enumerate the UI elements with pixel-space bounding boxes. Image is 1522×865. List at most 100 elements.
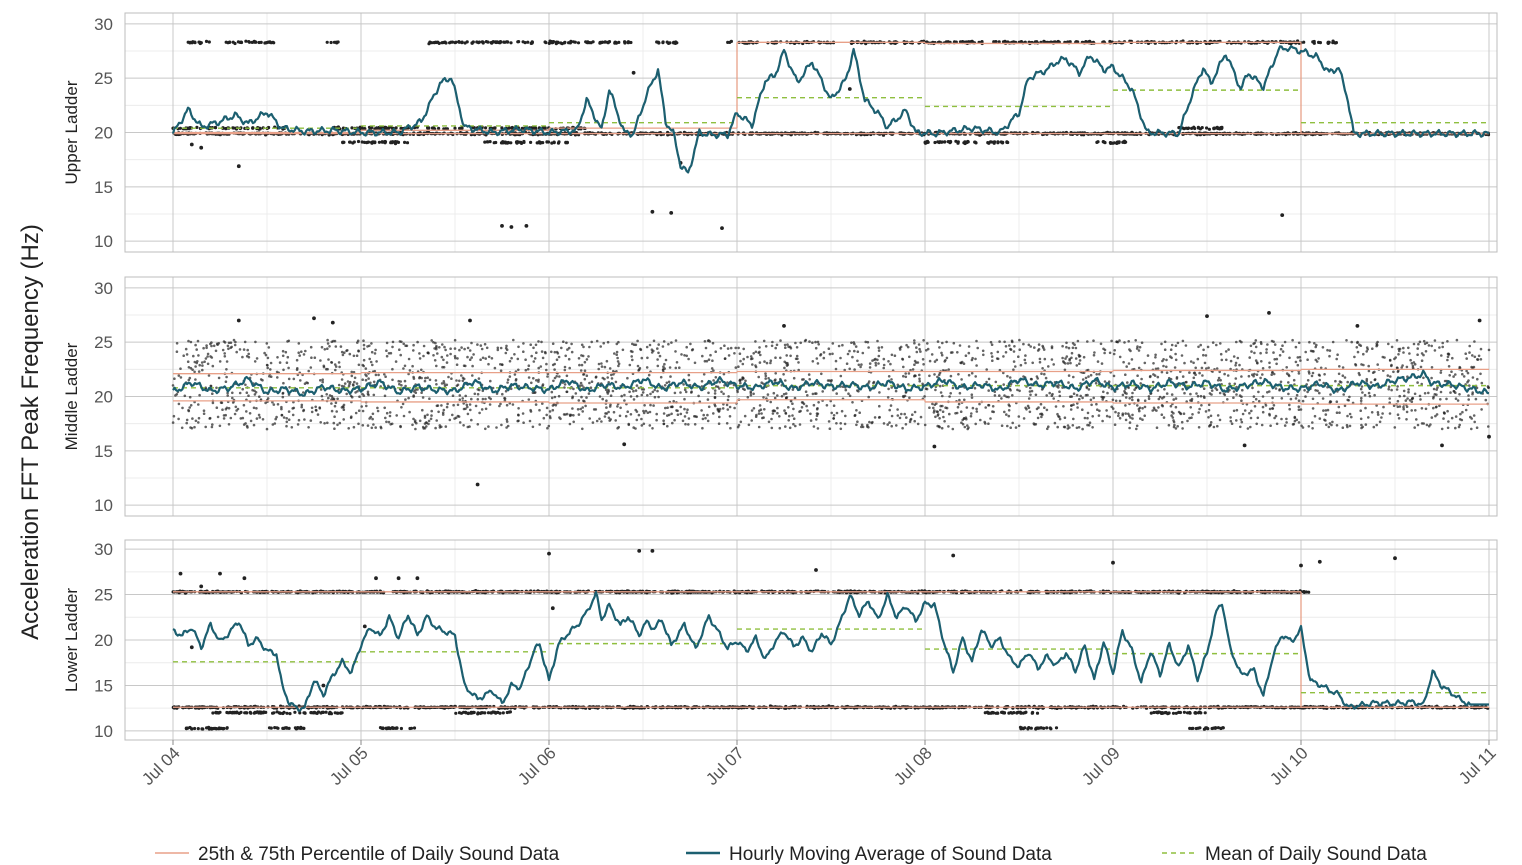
- data-point: [580, 395, 583, 399]
- data-point: [1458, 366, 1462, 370]
- data-point: [356, 339, 360, 343]
- data-point: [1342, 393, 1345, 396]
- data-point: [1234, 364, 1237, 367]
- data-point: [956, 405, 960, 409]
- data-point: [747, 423, 751, 427]
- data-point: [993, 140, 997, 144]
- data-point: [1213, 126, 1217, 130]
- data-point: [303, 382, 307, 386]
- data-point: [1473, 340, 1476, 343]
- data-point: [1190, 126, 1194, 130]
- data-point: [1358, 343, 1361, 347]
- data-point: [680, 353, 683, 356]
- data-point: [391, 378, 394, 382]
- data-point: [1397, 353, 1400, 356]
- data-point: [206, 355, 209, 358]
- data-point: [795, 346, 799, 349]
- data-point: [535, 379, 538, 382]
- data-point: [265, 363, 269, 367]
- data-point: [571, 395, 574, 399]
- data-point: [581, 410, 584, 413]
- data-point: [913, 363, 916, 367]
- data-point: [563, 40, 567, 45]
- data-point: [662, 365, 665, 369]
- data-point: [1081, 427, 1084, 431]
- data-point: [1285, 366, 1288, 369]
- data-point: [1335, 411, 1339, 415]
- data-point: [1153, 408, 1156, 411]
- data-point: [1301, 426, 1305, 429]
- data-point: [245, 410, 248, 413]
- data-point: [671, 421, 674, 425]
- data-point: [1273, 416, 1276, 420]
- data-point: [242, 348, 246, 351]
- data-point: [194, 365, 197, 368]
- data-point: [458, 348, 461, 352]
- data-point: [673, 391, 677, 395]
- data-point: [1278, 388, 1281, 392]
- data-point: [1117, 412, 1120, 415]
- data-point: [1042, 348, 1046, 351]
- data-point: [398, 382, 401, 386]
- data-point: [397, 379, 401, 383]
- data-point: [1373, 378, 1377, 382]
- data-point: [987, 403, 990, 407]
- data-point: [273, 422, 277, 425]
- data-point: [252, 423, 256, 427]
- data-point: [665, 381, 669, 385]
- data-point: [877, 416, 881, 419]
- data-point: [588, 381, 591, 385]
- data-point: [346, 380, 350, 383]
- data-point: [817, 401, 820, 404]
- data-point: [1189, 399, 1192, 402]
- data-point: [683, 354, 686, 357]
- data-point: [1278, 354, 1282, 357]
- data-point: [784, 425, 787, 428]
- data-point: [1101, 419, 1104, 423]
- data-point: [1235, 419, 1238, 422]
- data-point: [307, 426, 310, 429]
- data-point: [421, 408, 424, 412]
- data-point: [488, 403, 492, 406]
- data-point: [864, 340, 867, 344]
- data-point: [516, 357, 520, 361]
- data-point: [529, 343, 532, 347]
- data-point: [1110, 339, 1113, 343]
- data-point: [1192, 376, 1196, 380]
- data-point: [1253, 372, 1256, 376]
- data-point: [1029, 393, 1032, 397]
- data-point: [659, 375, 663, 379]
- data-point: [248, 412, 252, 415]
- data-point: [970, 393, 974, 397]
- data-point: [242, 403, 246, 407]
- data-point: [629, 413, 633, 416]
- data-point: [1232, 396, 1235, 400]
- data-point: [1392, 404, 1396, 408]
- data-point: [890, 378, 893, 381]
- data-point: [432, 354, 435, 357]
- data-point: [985, 368, 988, 371]
- data-point: [758, 346, 761, 349]
- data-point: [1335, 400, 1339, 404]
- data-point: [1438, 404, 1441, 408]
- data-point: [462, 424, 465, 427]
- data-point: [1246, 427, 1250, 430]
- data-point: [211, 392, 214, 396]
- outlier-point: [189, 142, 194, 147]
- data-point: [449, 352, 452, 356]
- data-point: [908, 396, 911, 400]
- data-point: [684, 390, 688, 394]
- data-point: [329, 40, 333, 45]
- data-point: [617, 364, 620, 368]
- data-point: [438, 424, 442, 427]
- data-point: [1180, 354, 1184, 357]
- data-point: [1467, 394, 1470, 397]
- data-point: [376, 409, 380, 413]
- data-point: [916, 422, 920, 426]
- data-point: [656, 347, 659, 350]
- data-point: [188, 395, 192, 399]
- data-point: [366, 345, 369, 348]
- data-point: [387, 352, 391, 355]
- data-point: [218, 424, 222, 428]
- data-point: [1451, 356, 1454, 360]
